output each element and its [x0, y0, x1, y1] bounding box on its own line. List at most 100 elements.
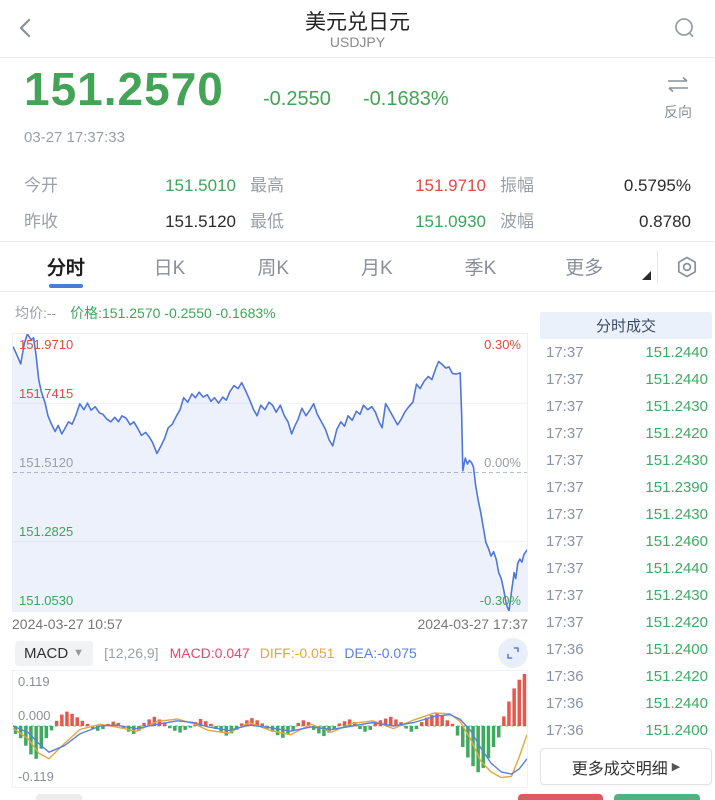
trade-row: 17:37 151.2430	[540, 582, 712, 609]
chart-label-q1: 151.7415	[19, 386, 74, 401]
price-line-svg	[13, 334, 527, 611]
swap-arrows-icon	[668, 76, 688, 93]
chart-label-high: 151.9710	[19, 337, 74, 352]
trade-price: 151.2430	[645, 398, 708, 415]
trade-time: 17:37	[546, 479, 584, 496]
trade-time: 17:37	[546, 452, 584, 469]
fullscreen-chart-button[interactable]	[498, 638, 528, 668]
trade-row: 17:37 151.2420	[540, 420, 712, 447]
stat-label: 今开	[24, 175, 58, 195]
gear-icon	[677, 256, 696, 277]
trade-row: 17:37 151.2440	[540, 555, 712, 582]
chart-label-pct-low: -0.30%	[479, 593, 521, 608]
back-button[interactable]	[8, 10, 44, 46]
trade-price: 151.2460	[645, 533, 708, 550]
trade-time: 17:37	[546, 560, 584, 577]
chart-label-baseline: 151.5120	[19, 455, 74, 470]
quote-timestamp: 03-27 17:37:33	[24, 129, 125, 146]
chart-label-q3: 151.2825	[19, 524, 74, 539]
page-title: 美元兑日元	[305, 11, 410, 34]
diff-value-label: DIFF:-0.051	[259, 645, 335, 661]
trade-time: 17:37	[546, 371, 584, 388]
price-legend: 价格:151.2570 -0.2550 -0.1683%	[70, 305, 276, 321]
stat-label: 昨收	[24, 211, 58, 231]
arrow-right-icon: ▶	[671, 761, 681, 773]
sell-button-partial[interactable]	[518, 794, 603, 800]
reverse-pair-button[interactable]: 反向	[655, 76, 701, 122]
reverse-label: 反向	[664, 104, 692, 120]
trade-time: 17:37	[546, 506, 584, 523]
trade-time: 17:37	[546, 425, 584, 442]
trade-row: 17:36 151.2420	[540, 663, 712, 690]
symbol-code: USDJPY	[329, 34, 386, 50]
header: 美元兑日元 USDJPY	[0, 0, 715, 58]
more-trade-details-button[interactable]: 更多成交明细 ▶	[540, 748, 712, 785]
trade-price: 151.2440	[645, 560, 708, 577]
tab-weekly-k[interactable]: 周K	[257, 258, 290, 279]
tab-daily-k[interactable]: 日K	[153, 258, 186, 279]
trade-price: 151.2430	[645, 587, 708, 604]
trade-row: 17:37 151.2420	[540, 609, 712, 636]
chart-legend: 均价:-- 价格:151.2570 -0.2550 -0.1683%	[15, 303, 276, 323]
search-icon	[675, 18, 694, 37]
stats-row-1: 今开 151.5010 最高 151.9710 振幅 0.5795%	[0, 165, 715, 201]
trade-time: 17:37	[546, 533, 584, 550]
trade-row: 17:37 151.2460	[540, 528, 712, 555]
trade-time: 17:37	[546, 398, 584, 415]
macd-chart[interactable]: 0.119 0.000 -0.119	[12, 670, 528, 788]
active-tab-underline	[48, 284, 83, 288]
tick-trades-panel: 分时成交 17:37 151.2440 17:37 151.2440 17:37 151.…	[540, 312, 712, 780]
trade-price: 151.2440	[645, 344, 708, 361]
macd-value-label: MACD:0.047	[169, 645, 250, 661]
chevron-down-icon: ▼	[73, 647, 85, 659]
stat-label: 最高	[250, 175, 284, 195]
intraday-price-chart[interactable]: 151.9710 0.30% 151.7415 151.5120 0.00% 1…	[12, 333, 528, 612]
trade-price: 151.2440	[645, 371, 708, 388]
search-button[interactable]	[667, 10, 703, 46]
trade-price: 151.2390	[645, 479, 708, 496]
last-price: 151.2570	[24, 63, 224, 115]
trade-row: 17:37 151.2440	[540, 366, 712, 393]
stat-value: 0.8780	[639, 211, 691, 231]
trade-price: 151.2430	[645, 506, 708, 523]
trade-time: 17:37	[546, 614, 584, 631]
stats-grid: 今开 151.5010 最高 151.9710 振幅 0.5795% 昨收 151.51…	[0, 165, 715, 237]
trade-price: 151.2400	[645, 722, 708, 739]
tab-minute[interactable]: 分时	[14, 242, 118, 291]
macd-header: MACD ▼ [12,26,9] MACD:0.047 DIFF:-0.051 D…	[15, 638, 528, 668]
trade-row: 17:37 151.2390	[540, 474, 712, 501]
tab-monthly-k[interactable]: 月K	[361, 258, 393, 279]
trade-row: 17:37 151.2430	[540, 501, 712, 528]
date-end: 2024-03-27 17:37	[417, 616, 528, 632]
date-start: 2024-03-27 10:57	[12, 616, 123, 632]
stat-value: 151.5120	[165, 211, 236, 231]
stat-value: 151.5010	[165, 175, 236, 195]
stats-row-2: 昨收 151.5120 最低 151.0930 波幅 0.8780	[0, 201, 715, 237]
trade-time: 17:37	[546, 344, 584, 361]
trade-row: 17:36 151.2400	[540, 636, 712, 663]
chart-settings-button[interactable]	[657, 250, 715, 283]
price-change-pct: -0.1683%	[363, 88, 449, 110]
tab-quarterly-k[interactable]: 季K	[464, 258, 497, 279]
trade-time: 17:36	[546, 668, 584, 685]
trade-row: 17:37 151.2440	[540, 339, 712, 366]
trade-price: 151.2400	[645, 641, 708, 658]
avg-price-legend: 均价:--	[15, 305, 57, 321]
bottom-left-button-partial[interactable]	[36, 794, 82, 800]
tick-trades-list[interactable]: 17:37 151.2440 17:37 151.2440 17:37 151.2430 1…	[540, 339, 712, 780]
chevron-left-icon	[19, 18, 31, 38]
macd-y-zero: 0.000	[18, 708, 51, 723]
trade-time: 17:36	[546, 695, 584, 712]
more-corner-triangle-icon	[642, 271, 651, 280]
trade-price: 151.2430	[645, 452, 708, 469]
macd-y-top: 0.119	[18, 674, 50, 689]
macd-params: [12,26,9]	[104, 645, 159, 661]
indicator-selector[interactable]: MACD ▼	[15, 640, 94, 666]
trade-row: 17:36 151.2400	[540, 717, 712, 744]
buy-button-partial[interactable]	[614, 794, 700, 800]
tab-more[interactable]: 更多	[565, 258, 604, 279]
chart-label-pct-zero: 0.00%	[484, 455, 521, 470]
stat-label: 最低	[250, 211, 284, 231]
trade-time: 17:37	[546, 587, 584, 604]
